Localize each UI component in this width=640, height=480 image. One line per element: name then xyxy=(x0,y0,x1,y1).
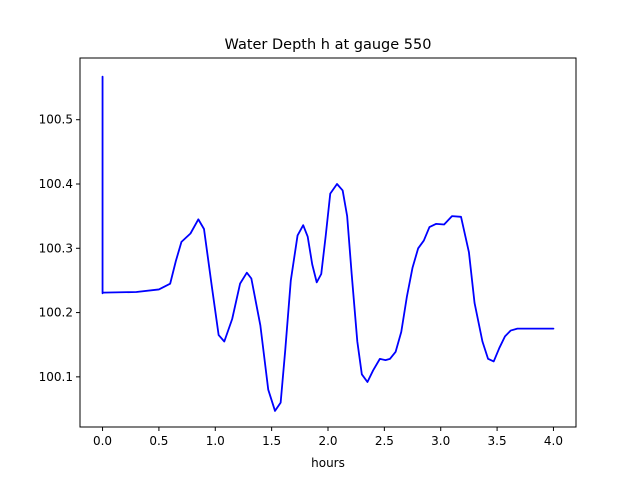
x-axis-label: hours xyxy=(311,456,345,470)
chart-title: Water Depth h at gauge 550 xyxy=(225,37,432,53)
y-tick-label: 100.2 xyxy=(39,306,73,320)
x-tick-label: 3.0 xyxy=(431,434,450,448)
x-tick-label: 0.0 xyxy=(93,434,112,448)
x-tick-label: 1.5 xyxy=(262,434,281,448)
y-tick-label: 100.5 xyxy=(39,113,73,127)
x-tick-label: 0.5 xyxy=(149,434,168,448)
x-tick-label: 3.5 xyxy=(488,434,507,448)
x-axis: 0.0 0.5 1.0 1.5 2.0 2.5 3.0 3.5 4.0 xyxy=(93,427,563,448)
x-tick-label: 2.0 xyxy=(318,434,337,448)
y-tick-label: 100.3 xyxy=(39,241,73,255)
x-tick-label: 2.5 xyxy=(375,434,394,448)
x-tick-label: 4.0 xyxy=(544,434,563,448)
x-tick-label: 1.0 xyxy=(206,434,225,448)
series-layer xyxy=(101,75,555,412)
y-tick-label: 100.4 xyxy=(39,177,73,191)
y-axis: 100.1 100.2 100.3 100.4 100.5 xyxy=(39,113,80,384)
series-line-0 xyxy=(101,75,555,412)
y-tick-label: 100.1 xyxy=(39,370,73,384)
